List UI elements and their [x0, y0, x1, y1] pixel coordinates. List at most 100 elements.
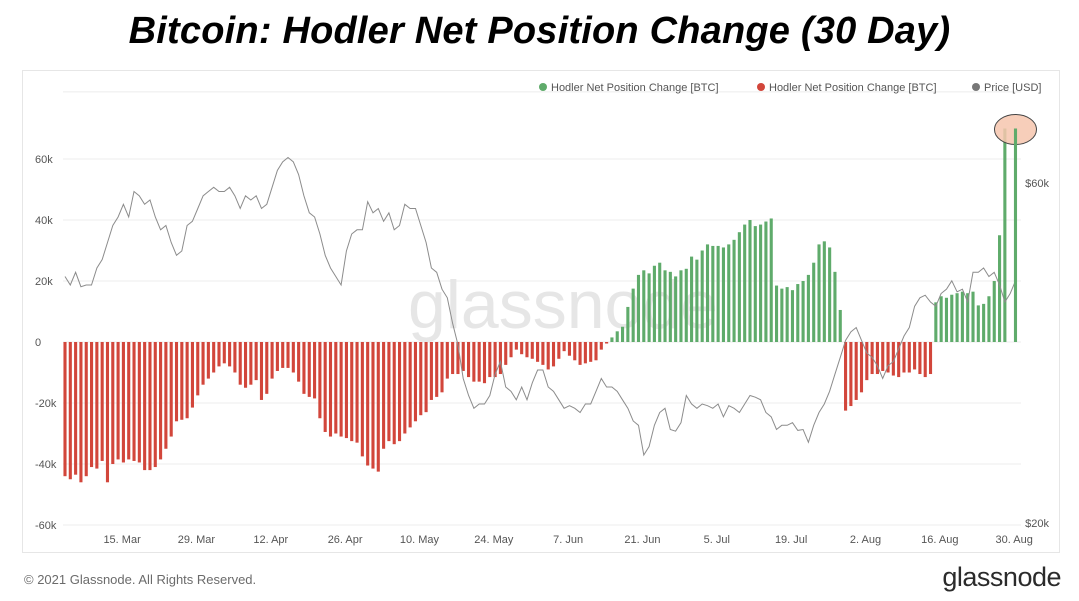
bar-positive: [833, 271, 837, 342]
bar-negative: [435, 342, 439, 397]
bar-positive: [774, 285, 779, 342]
bar-negative: [488, 342, 492, 378]
page-title: Bitcoin: Hodler Net Position Change (30 …: [128, 10, 951, 52]
bar-negative: [865, 342, 869, 381]
bar-negative: [249, 342, 253, 385]
bar-negative: [886, 342, 890, 373]
bar-negative: [918, 342, 922, 375]
bar-positive: [679, 270, 683, 342]
legend-label: Price [USD]: [984, 82, 1041, 94]
bar-negative: [923, 342, 927, 378]
bar-negative: [498, 342, 502, 375]
legend-marker: [972, 83, 980, 91]
bar-negative: [403, 342, 407, 434]
bar-negative: [928, 342, 933, 375]
bar-positive: [780, 288, 784, 342]
bar-negative: [169, 342, 173, 437]
x-tick-label: 24. May: [474, 534, 514, 546]
bar-negative: [233, 342, 237, 373]
bar-negative: [413, 342, 418, 422]
bar-positive: [955, 293, 959, 342]
bar-negative: [350, 342, 354, 442]
bar-negative: [159, 342, 163, 460]
bar-negative: [334, 342, 338, 434]
bar-positive: [976, 305, 980, 342]
bar-positive: [822, 241, 826, 342]
y-right-tick-label: $20k: [1025, 518, 1049, 530]
bar-negative: [541, 342, 545, 365]
chart-svg: glassnode60k40k20k0-20k-40k-60k$60k$20k1…: [35, 82, 1049, 546]
y-left-tick-label: 40k: [35, 215, 53, 227]
x-tick-label: 21. Jun: [624, 534, 660, 546]
bar-positive: [796, 284, 800, 342]
bar-positive: [982, 303, 986, 342]
bar-negative: [392, 342, 396, 445]
x-tick-label: 26. Apr: [328, 534, 363, 546]
bar-positive: [801, 281, 805, 342]
bar-negative: [562, 342, 566, 352]
bar-negative: [482, 342, 487, 384]
bar-negative: [599, 342, 603, 350]
bar-positive: [790, 290, 795, 342]
bar-negative: [605, 342, 609, 344]
bar-negative: [196, 342, 200, 396]
bar-negative: [530, 342, 534, 359]
bar-positive: [695, 259, 699, 342]
bar-negative: [355, 342, 359, 443]
bar-positive: [636, 274, 641, 342]
y-left-tick-label: 60k: [35, 154, 53, 166]
bar-negative: [323, 342, 327, 432]
bar-negative: [185, 342, 189, 419]
bar-negative: [913, 342, 917, 370]
bar-negative: [589, 342, 593, 362]
bar-positive: [748, 220, 752, 342]
bar-negative: [573, 342, 577, 361]
bar-negative: [270, 342, 274, 379]
bar-negative: [387, 342, 391, 442]
bar-negative: [509, 342, 513, 358]
bar-negative: [217, 342, 221, 367]
x-tick-label: 15. Mar: [103, 534, 141, 546]
legend-label: Hodler Net Position Change [BTC]: [551, 82, 719, 94]
bar-negative: [127, 342, 131, 460]
y-left-tick-label: 0: [35, 337, 41, 349]
bar-negative: [313, 342, 317, 399]
bar-positive: [610, 337, 614, 342]
y-right-tick-label: $60k: [1025, 178, 1049, 190]
bar-negative: [116, 342, 120, 460]
bar-negative: [583, 342, 587, 364]
bar-positive: [950, 294, 954, 342]
bar-positive: [1013, 128, 1018, 342]
bar-negative: [84, 342, 88, 477]
bar-negative: [318, 342, 322, 419]
bar-negative: [68, 342, 72, 480]
bar-negative: [243, 342, 248, 388]
bar-negative: [238, 342, 242, 385]
x-tick-label: 19. Jul: [775, 534, 807, 546]
bar-negative: [291, 342, 295, 373]
bar-positive: [690, 256, 694, 342]
bar-negative: [536, 342, 540, 362]
y-left-tick-label: -40k: [35, 459, 57, 471]
bar-positive: [663, 270, 667, 342]
bar-positive: [700, 250, 704, 342]
copyright-text: © 2021 Glassnode. All Rights Reserved.: [24, 572, 257, 587]
bar-positive: [737, 232, 741, 342]
bar-positive: [769, 218, 773, 342]
bar-positive: [939, 296, 943, 342]
bar-negative: [95, 342, 99, 469]
bar-positive: [753, 226, 757, 342]
bar-negative: [265, 342, 269, 394]
bar-negative: [875, 342, 879, 375]
bar-negative: [254, 342, 258, 381]
bar-negative: [467, 342, 471, 378]
bar-negative: [344, 342, 348, 439]
bar-negative: [302, 342, 306, 394]
bar-negative: [371, 342, 375, 469]
bar-negative: [451, 342, 455, 375]
bar-positive: [966, 293, 970, 342]
x-tick-label: 7. Jun: [553, 534, 583, 546]
bar-negative: [493, 342, 497, 378]
bar-positive: [785, 287, 789, 342]
bar-negative: [408, 342, 412, 428]
